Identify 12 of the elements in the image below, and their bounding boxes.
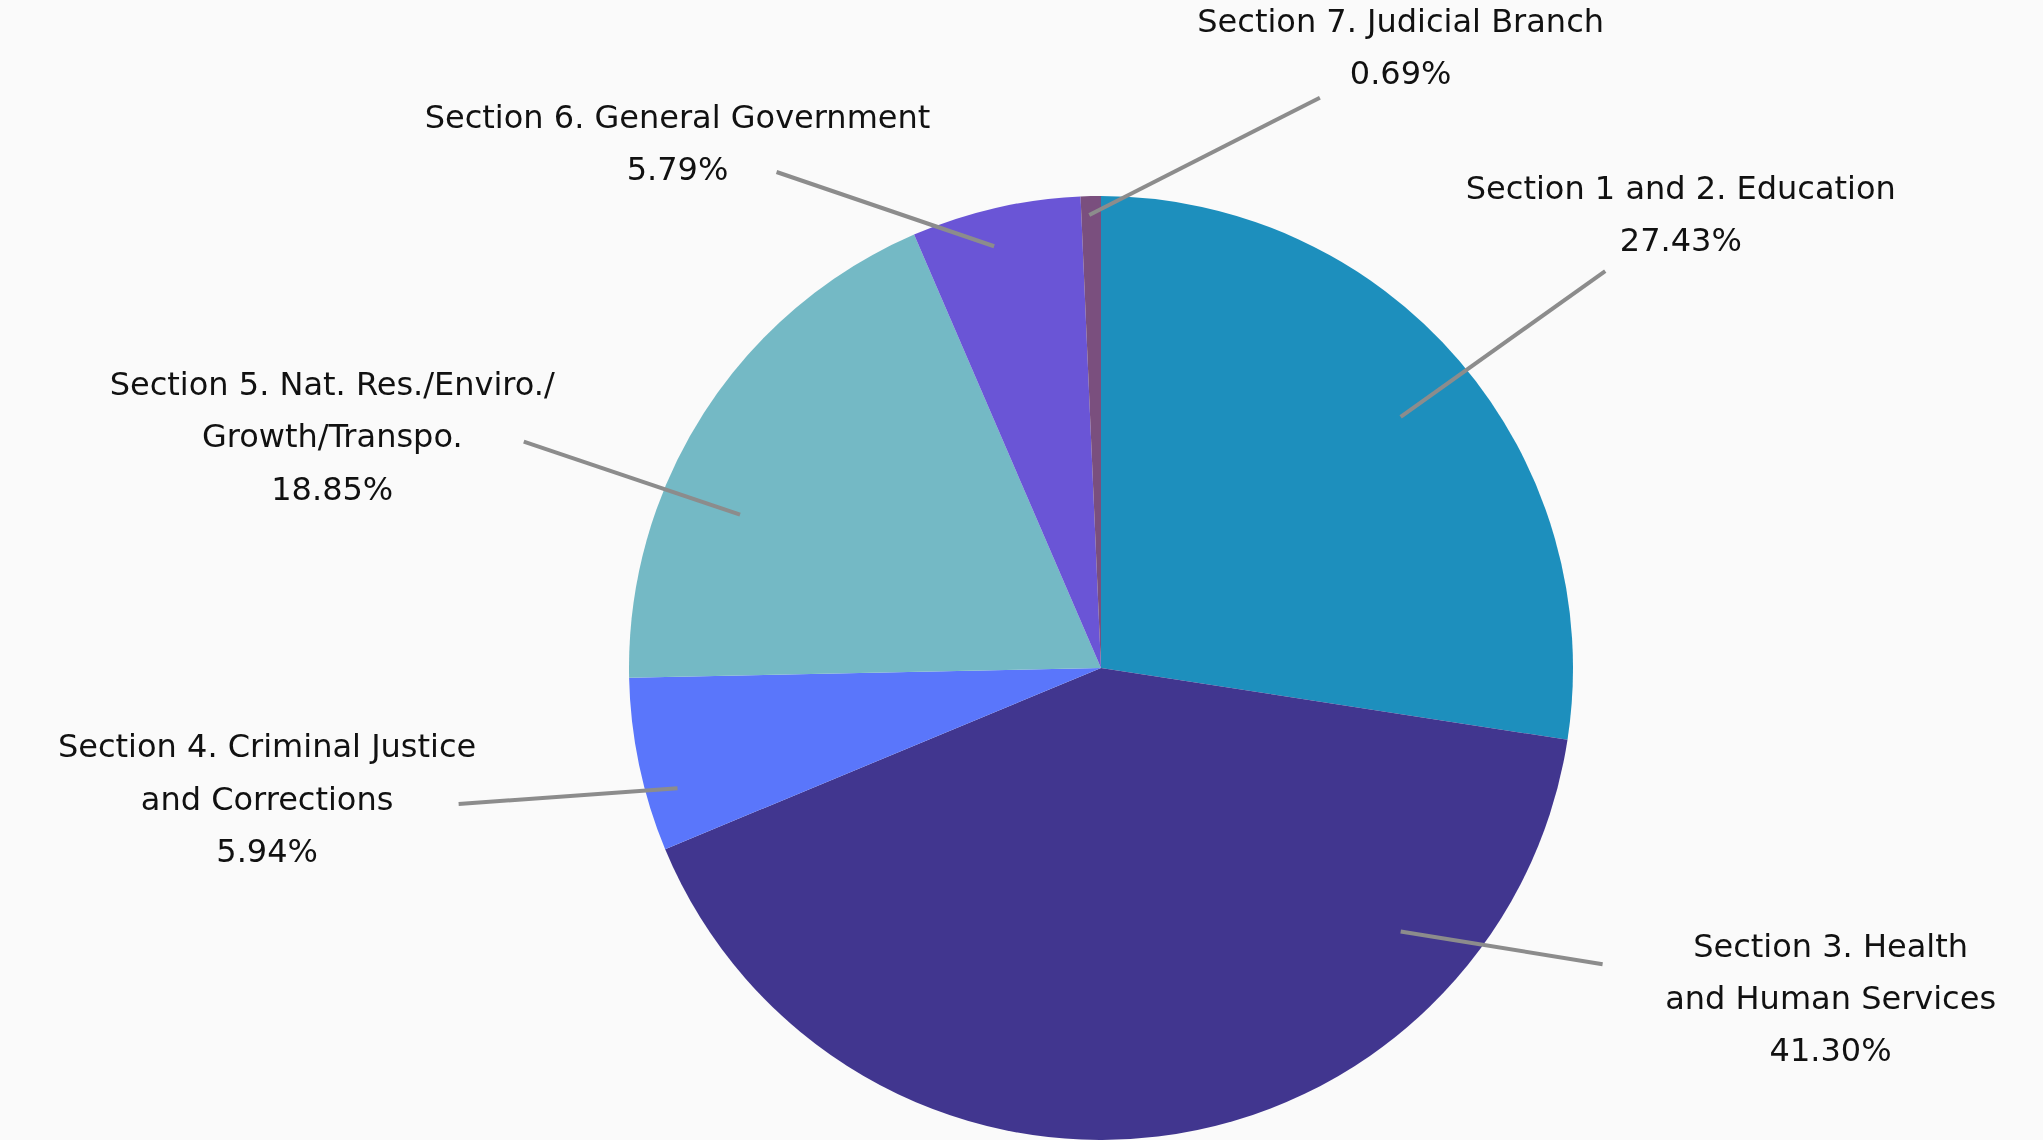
data-label: 18.85% [271, 469, 394, 508]
data-label: 41.30% [1769, 1031, 1892, 1070]
slice-label: Section 6. General Government [424, 98, 931, 137]
data-label: 5.79% [626, 150, 729, 189]
slice-label: Section 3. Health and Human Services [1665, 926, 1997, 1017]
data-label: 27.43% [1619, 220, 1742, 259]
slice-label: Section 7. Judicial Branch [1197, 1, 1605, 40]
data-label: 0.69% [1349, 53, 1452, 92]
data-label: 5.94% [216, 831, 318, 870]
slice-label: Section 5. Nat. Res./Enviro./Growth/Transpo. [109, 365, 555, 456]
slice-label: Section 1 and 2. Education [1465, 168, 1896, 207]
slice-label: Section 4. Criminal Justice and Corrections [57, 727, 477, 818]
